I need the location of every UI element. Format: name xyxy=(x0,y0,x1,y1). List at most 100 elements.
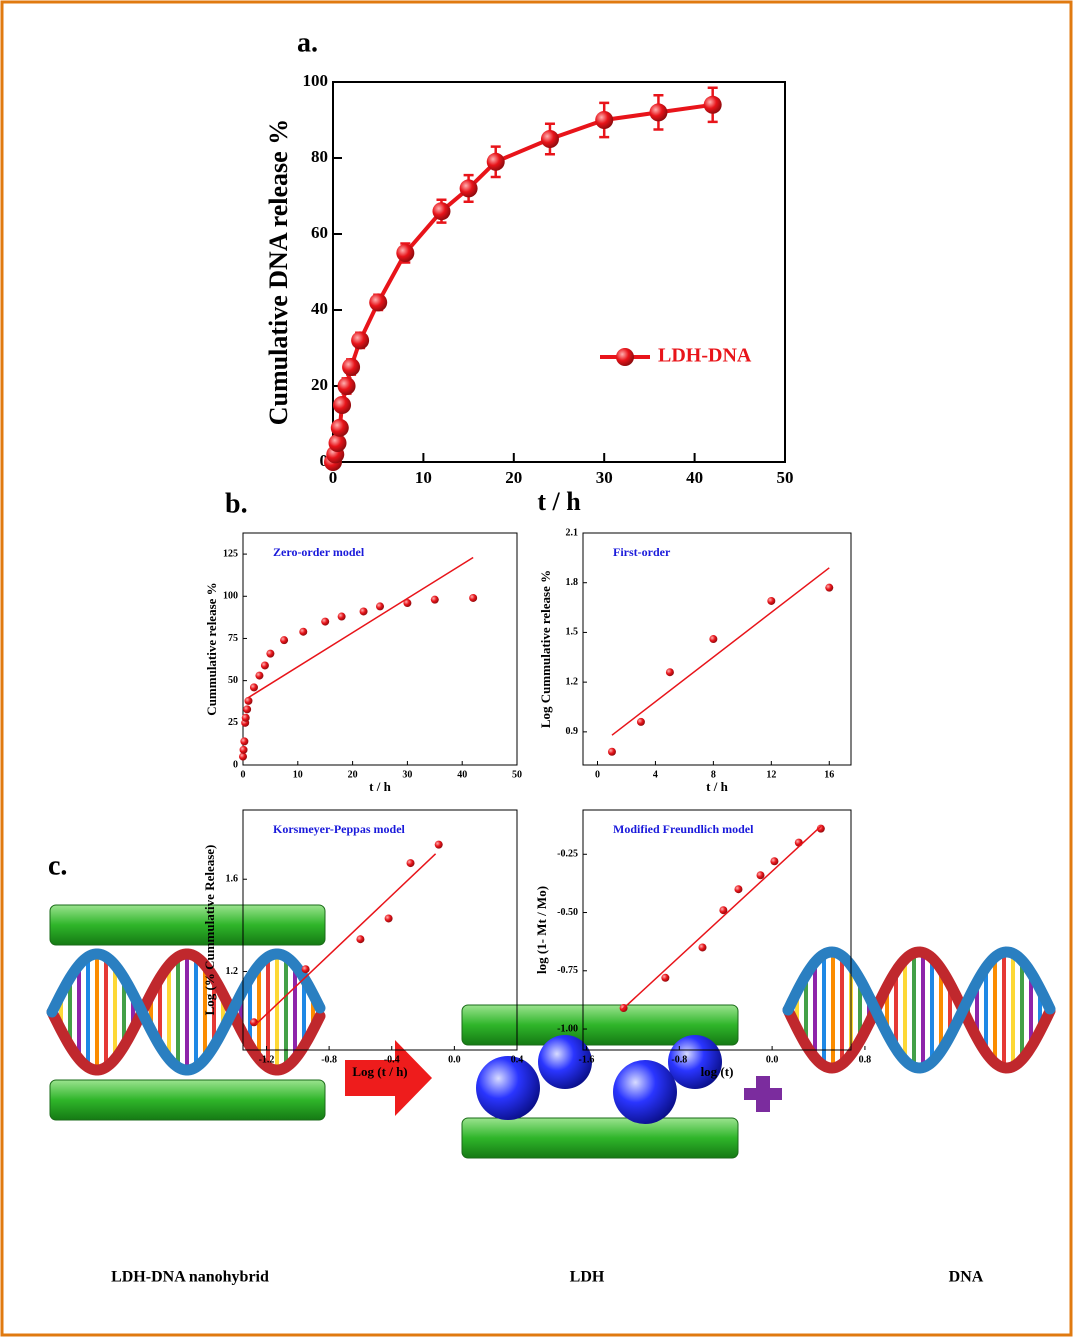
marker xyxy=(384,914,393,923)
diagram-label: LDH-DNA nanohybrid xyxy=(111,1269,269,1286)
annotation: Zero-order model xyxy=(273,545,365,559)
marker xyxy=(330,418,349,437)
x-tick-label: -0.4 xyxy=(384,1054,400,1065)
panel-label: c. xyxy=(48,850,67,881)
arrow xyxy=(345,1040,432,1116)
marker xyxy=(607,747,616,756)
plot-frame xyxy=(582,809,852,1051)
x-tick-label: 30 xyxy=(402,769,412,780)
y-axis-label: Cumulative DNA release % xyxy=(264,119,293,425)
marker xyxy=(719,906,728,915)
x-tick-label: 0.8 xyxy=(859,1054,872,1065)
marker xyxy=(767,596,776,605)
plus xyxy=(744,1076,782,1112)
y-tick-label: -0.75 xyxy=(557,965,578,976)
panel-label: a. xyxy=(297,27,318,58)
marker xyxy=(337,377,356,395)
marker xyxy=(376,602,384,611)
plot-frame xyxy=(242,532,518,766)
series-line xyxy=(248,556,474,699)
plot-frame xyxy=(332,81,786,463)
y-tick-label: -0.50 xyxy=(557,907,578,918)
marker xyxy=(239,745,248,754)
y-tick-label: -1.00 xyxy=(557,1023,578,1034)
marker xyxy=(342,358,361,376)
y-tick-label: 0 xyxy=(320,451,329,470)
x-tick-label: 16 xyxy=(824,769,834,780)
x-tick-label: 20 xyxy=(505,468,522,487)
y-tick-label: -0.25 xyxy=(557,849,578,860)
ldh-layer xyxy=(461,1117,739,1159)
marker xyxy=(709,635,718,644)
marker xyxy=(756,871,765,880)
marker xyxy=(260,661,269,670)
y-tick-label: 75 xyxy=(228,633,238,644)
marker xyxy=(406,859,415,868)
x-axis-label: t / h xyxy=(537,487,581,516)
y-tick-label: 100 xyxy=(223,591,238,602)
diagram: c. LDH-DNA nanohybrid LDH DNA xyxy=(46,850,1056,1286)
panel-label: b. xyxy=(225,488,248,519)
x-tick-label: 0 xyxy=(329,468,338,487)
y-tick-label: 60 xyxy=(311,223,328,242)
annotation: First-order xyxy=(613,545,671,559)
marker xyxy=(240,737,249,746)
plot-frame xyxy=(242,809,518,1051)
y-tick-label: 125 xyxy=(223,548,238,559)
x-axis-label: Log (t / h) xyxy=(352,1064,407,1079)
x-tick-label: -1.2 xyxy=(259,1054,275,1065)
x-tick-label: 8 xyxy=(711,769,716,780)
x-axis-label: t / h xyxy=(369,779,391,794)
ldh-layer xyxy=(49,1079,326,1121)
marker xyxy=(301,965,310,974)
x-tick-label: 0.0 xyxy=(766,1054,779,1065)
y-tick-label: 0.9 xyxy=(566,726,579,737)
marker xyxy=(816,824,825,833)
marker xyxy=(280,636,289,645)
x-tick-label: 0.0 xyxy=(448,1054,461,1065)
marker xyxy=(356,935,365,944)
marker xyxy=(249,1018,258,1027)
x-tick-label: -0.8 xyxy=(321,1054,337,1065)
marker xyxy=(321,617,330,626)
marker xyxy=(434,840,443,849)
y-tick-label: 2.1 xyxy=(566,527,579,538)
marker xyxy=(396,244,415,262)
marker xyxy=(734,885,743,894)
marker xyxy=(359,607,368,616)
marker xyxy=(794,838,803,847)
anion xyxy=(613,1060,677,1124)
chart: 0 4 8 12 16 0.9 1.2 1.5 1.8 2.1 t / h Log Cummulati… xyxy=(538,527,852,794)
x-tick-label: 20 xyxy=(348,769,358,780)
marker xyxy=(825,583,834,592)
series-line xyxy=(620,825,822,1011)
marker xyxy=(770,857,779,866)
legend-label: LDH-DNA xyxy=(658,345,752,367)
x-tick-label: 50 xyxy=(777,468,794,487)
y-axis-label: Log (% Cummulative Release) xyxy=(202,845,217,1016)
marker xyxy=(649,103,668,122)
y-tick-label: 100 xyxy=(303,71,329,90)
marker xyxy=(328,434,347,452)
marker xyxy=(241,713,250,722)
x-tick-label: 10 xyxy=(415,468,432,487)
x-tick-label: 10 xyxy=(293,769,303,780)
series-line xyxy=(331,102,713,463)
x-axis-label: t / h xyxy=(706,779,728,794)
marker xyxy=(249,683,258,692)
x-tick-label: 4 xyxy=(653,769,658,780)
x-tick-label: 30 xyxy=(596,468,613,487)
y-tick-label: 25 xyxy=(228,717,238,728)
marker xyxy=(698,943,707,952)
marker xyxy=(486,152,505,171)
anion xyxy=(668,1035,722,1089)
marker xyxy=(239,752,247,761)
marker xyxy=(255,671,264,680)
x-tick-label: 0 xyxy=(241,769,246,780)
y-tick-label: 80 xyxy=(311,147,328,166)
marker xyxy=(369,293,388,312)
y-tick-label: 1.8 xyxy=(566,577,579,588)
marker xyxy=(266,649,275,658)
chart: -1.6 -0.8 0.0 0.8 -1.00 -0.75 -0.50 -0.25 log (t… xyxy=(534,809,872,1079)
ldh-layer xyxy=(49,904,326,946)
